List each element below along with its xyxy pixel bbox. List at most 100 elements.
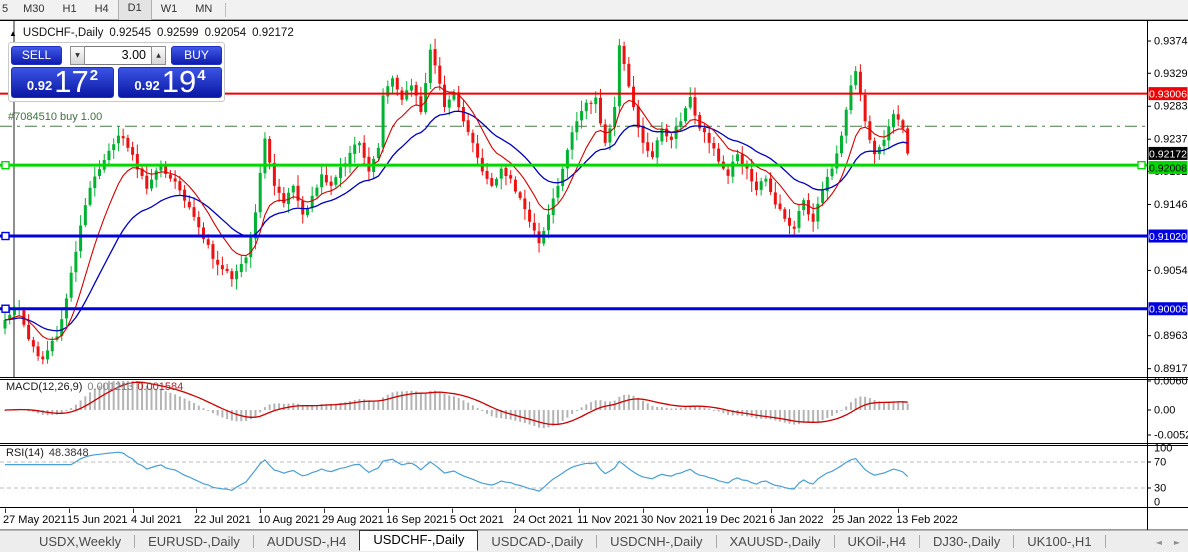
sell-price-button[interactable]: 0.92 17 2 — [11, 64, 114, 99]
tab-usdcad-daily[interactable]: USDCAD-,Daily — [491, 534, 584, 549]
tab-ukoil-h4[interactable]: UKOil-,H4 — [847, 534, 907, 549]
tab-divider — [919, 535, 921, 548]
svg-text:0.006038: 0.006038 — [1154, 376, 1188, 388]
toolbar-separator — [225, 2, 227, 17]
price-axis: 0.937400.932900.928300.923700.919200.914… — [1147, 36, 1188, 509]
tab-usdcnh-daily[interactable]: USDCNH-,Daily — [610, 534, 703, 549]
hline-support-blue-1-marker — [1, 231, 10, 241]
buy-price-prefix: 0.92 — [134, 78, 160, 93]
svg-text:0.92008: 0.92008 — [1149, 162, 1187, 174]
sell-price-prefix: 0.92 — [26, 78, 53, 93]
svg-text:5 Oct 2021: 5 Oct 2021 — [450, 514, 504, 526]
macd-name: MACD(12,26,9) — [6, 381, 83, 393]
hline-support-green-marker — [1137, 160, 1146, 170]
chart-header: ▲ USDCHF-,Daily 0.92545 0.92599 0.92054 … — [9, 27, 294, 39]
svg-text:0.91020: 0.91020 — [1149, 231, 1187, 243]
buy-price-button[interactable]: 0.92 19 4 — [118, 64, 222, 99]
timeframe-d1-button[interactable]: D1 — [117, 0, 152, 20]
svg-text:-0.00522: -0.00522 — [1154, 430, 1188, 442]
arrow-down-icon: ▼ — [75, 51, 80, 59]
tab-divider — [252, 535, 254, 548]
date-axis: 27 May 2021 15 Jun 2021 4 Jul 2021 22 Jul 2… — [3, 508, 958, 526]
svg-text:15 Jun 2021: 15 Jun 2021 — [67, 514, 128, 526]
price-chart-area[interactable]: 0.937400.932900.928300.923700.919200.914… — [0, 20, 1188, 530]
timeframe-h1-button[interactable]: H1 — [62, 2, 77, 15]
svg-text:29 Aug 2021: 29 Aug 2021 — [322, 514, 384, 526]
ohlc-high: 0.92599 — [157, 27, 199, 39]
svg-text:6 Jan 2022: 6 Jan 2022 — [769, 514, 823, 526]
tab-divider — [1104, 535, 1106, 548]
buy-button[interactable]: BUY — [171, 45, 222, 65]
tab-usdchf-daily[interactable]: USDCHF-,Daily — [359, 530, 479, 551]
svg-text:0.93006: 0.93006 — [1149, 89, 1187, 101]
svg-text:22 Jul 2021: 22 Jul 2021 — [194, 514, 251, 526]
price-badge — [1148, 160, 1188, 174]
tab-scroll-left-icon[interactable]: ◄ — [1155, 537, 1162, 547]
svg-text:11 Nov 2021: 11 Nov 2021 — [577, 514, 639, 526]
timeframe-m5-button[interactable]: 5 — [2, 2, 9, 15]
timeframe-mn-button[interactable]: MN — [195, 2, 213, 15]
svg-text:27 May 2021: 27 May 2021 — [3, 514, 67, 526]
price-badge — [1148, 146, 1188, 160]
tab-scroll-right-icon[interactable]: ► — [1173, 537, 1180, 547]
macd-signal-line — [4, 381, 908, 426]
timeframe-h4-button[interactable]: H4 — [94, 2, 109, 15]
macd-value-2: 0.001584 — [137, 381, 184, 393]
sell-price-big-digits: 17 — [54, 64, 89, 99]
macd-value-1: 0.001213 — [87, 381, 134, 393]
chart-tab-bar: USDX,Weekly EURUSD-,Daily AUDUSD-,H4 USD… — [0, 530, 1188, 552]
svg-text:25 Jan 2022: 25 Jan 2022 — [832, 514, 893, 526]
svg-text:16 Sep 2021: 16 Sep 2021 — [386, 514, 448, 526]
tab-eurusd-daily[interactable]: EURUSD-,Daily — [148, 534, 240, 549]
hline-support-blue-2-marker — [1, 304, 10, 313]
svg-text:0.90006: 0.90006 — [1149, 304, 1187, 316]
tab-dj30-daily[interactable]: DJ30-,Daily — [933, 534, 1001, 549]
open-position-label[interactable]: #7084510 buy 1.00 — [8, 111, 103, 123]
trade-quote-row: 0.92 17 2 0.92 19 4 — [11, 64, 222, 99]
tab-audusd-h4[interactable]: AUDUSD-,H4 — [266, 534, 347, 549]
macd-indicator-label: MACD(12,26,9) 0.001213 0.001584 — [6, 381, 183, 393]
svg-text:100: 100 — [1154, 443, 1172, 455]
symbol-period-label: USDCHF-,Daily — [22, 27, 104, 39]
tab-scroll-arrows: ◄ ► — [1156, 531, 1180, 553]
ohlc-low: 0.92054 — [204, 27, 247, 39]
volume-input[interactable] — [85, 45, 151, 65]
price-badge — [1148, 229, 1188, 243]
tab-usdx-weekly[interactable]: USDX,Weekly — [39, 534, 122, 549]
svg-text:30: 30 — [1154, 483, 1166, 495]
tab-xauusd-daily[interactable]: XAUUSD-,Daily — [729, 534, 821, 549]
buy-price-big-digits: 19 — [161, 64, 197, 99]
svg-text:30 Nov 2021: 30 Nov 2021 — [641, 514, 703, 526]
ohlc-close: 0.92172 — [252, 27, 294, 39]
rsi-value: 48.3848 — [48, 447, 89, 459]
svg-text:70: 70 — [1154, 457, 1166, 469]
tab-divider — [134, 535, 136, 548]
collapse-arrow-icon[interactable]: ▲ — [9, 28, 17, 38]
one-click-trading-panel: SELL ▼ ▲ BUY 0.92 17 2 0.92 19 4 — [8, 42, 225, 102]
svg-text:0: 0 — [1154, 497, 1160, 509]
svg-text:10 Aug 2021: 10 Aug 2021 — [258, 514, 320, 526]
timeframe-w1-button[interactable]: W1 — [160, 2, 178, 15]
rsi-name: RSI(14) — [6, 447, 44, 459]
rsi-line — [5, 451, 909, 492]
price-badge — [1148, 302, 1188, 316]
ma-slow-line — [4, 110, 908, 332]
rsi-indicator-label: RSI(14) 48.3848 — [6, 447, 89, 459]
volume-decrease-button[interactable]: ▼ — [70, 45, 85, 65]
svg-text:0.00: 0.00 — [1154, 405, 1175, 417]
tab-divider — [1013, 535, 1015, 548]
tab-uk100-h1[interactable]: UK100-,H1 — [1027, 534, 1092, 549]
volume-increase-button[interactable]: ▲ — [151, 45, 166, 65]
sell-button[interactable]: SELL — [11, 45, 62, 65]
svg-text:19 Dec 2021: 19 Dec 2021 — [705, 514, 767, 526]
timeframe-m30-button[interactable]: M30 — [23, 2, 45, 15]
svg-text:24 Oct 2021: 24 Oct 2021 — [513, 514, 573, 526]
